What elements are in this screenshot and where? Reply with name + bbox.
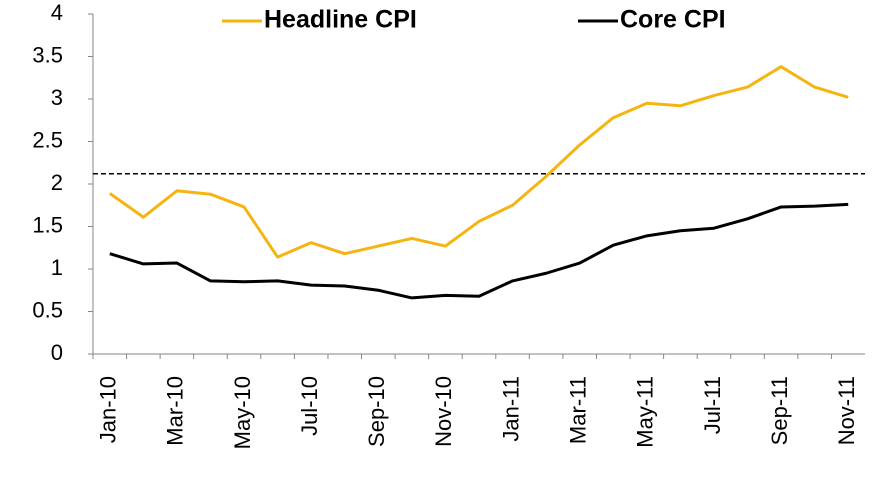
series-line <box>108 65 849 259</box>
x-tick-label: Jul-10 <box>297 376 322 436</box>
y-tick-label: 3 <box>51 85 63 110</box>
y-tick-label: 1.5 <box>32 212 63 237</box>
y-tick-label: 2 <box>51 170 63 195</box>
y-tick-label: 0 <box>51 340 63 365</box>
x-tick-label: Mar-11 <box>566 376 591 444</box>
y-tick-label: 1 <box>51 255 63 280</box>
x-tick-label: Nov-10 <box>431 376 456 447</box>
y-tick-label: 2.5 <box>32 127 63 152</box>
x-tick-label: Sep-11 <box>767 376 792 445</box>
series-line <box>109 202 849 300</box>
legend-label: Core CPI <box>620 6 726 34</box>
x-tick-label: May-11 <box>633 376 658 448</box>
y-tick-label: 0.5 <box>32 297 63 322</box>
x-tick-label: Jul-11 <box>700 376 725 434</box>
y-tick-label: 4 <box>51 0 63 25</box>
x-tick-label: Jan-11 <box>498 376 523 442</box>
x-tick-label: Nov-11 <box>834 376 859 445</box>
x-tick-label: Sep-10 <box>364 376 389 447</box>
y-tick-label: 3.5 <box>32 42 63 67</box>
x-tick-label: Mar-10 <box>163 376 188 446</box>
legend-label: Headline CPI <box>264 6 417 34</box>
x-tick-label: May-10 <box>230 376 255 449</box>
x-tick-label: Jan-10 <box>96 376 121 443</box>
